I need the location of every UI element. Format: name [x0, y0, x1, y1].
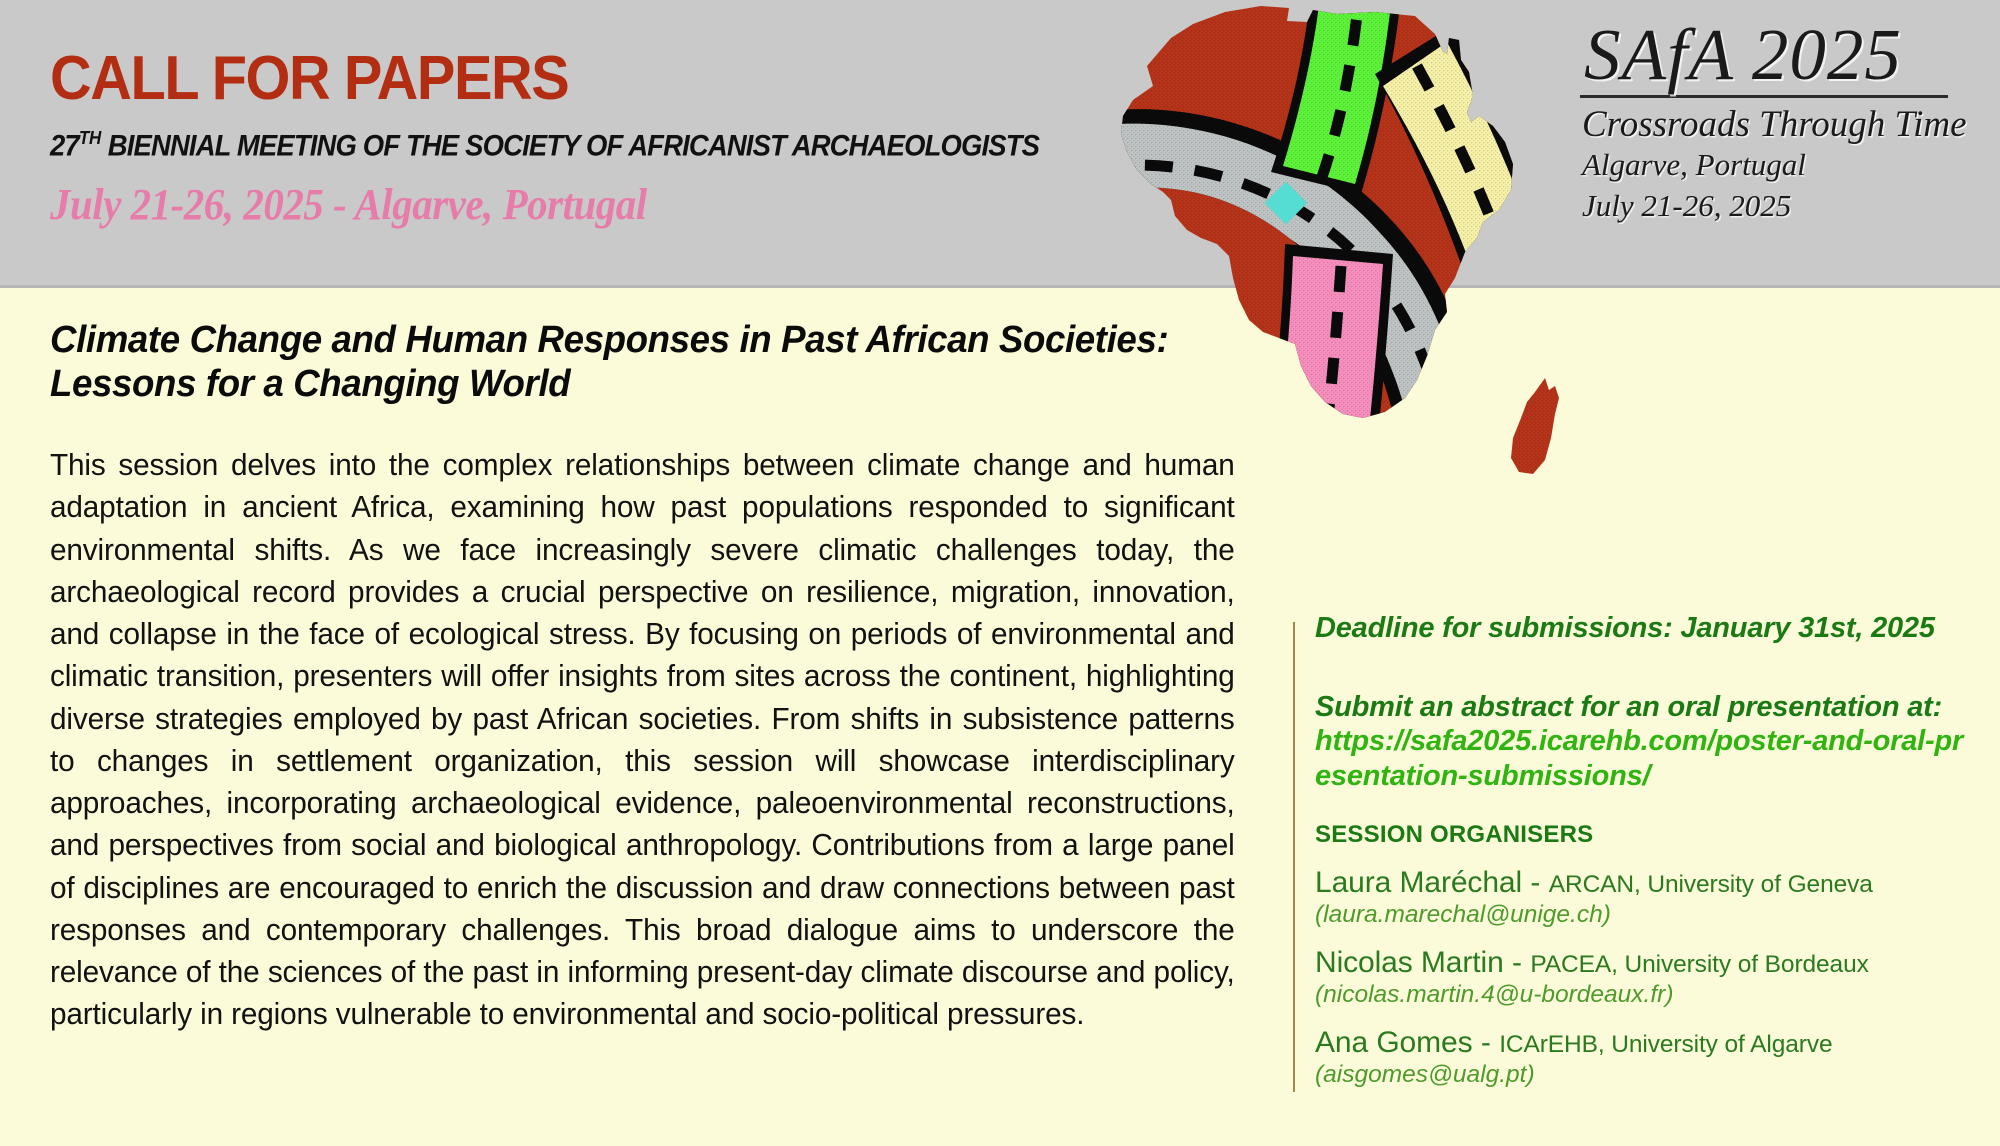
- organiser-entry: Laura Maréchal - ARCAN, University of Ge…: [1315, 866, 1965, 929]
- submission-info-column: Deadline for submissions: January 31st, …: [1315, 612, 1965, 1089]
- header-text-block: CALL FOR PAPERS 27TH BIENNIAL MEETING OF…: [50, 48, 1120, 230]
- organiser-dash: -: [1472, 1025, 1500, 1059]
- logo-location: Algarve, Portugal: [1582, 147, 1806, 183]
- map-madagascar: [1511, 378, 1559, 474]
- organiser-affiliation: PACEA, University of Bordeaux: [1530, 950, 1869, 978]
- organiser-affiliation: ICArEHB, University of Algarve: [1499, 1030, 1833, 1058]
- session-title: Climate Change and Human Responses in Pa…: [50, 319, 1169, 406]
- organiser-affiliation: ARCAN, University of Geneva: [1548, 870, 1873, 898]
- organiser-dash: -: [1503, 945, 1531, 979]
- page-title: CALL FOR PAPERS: [50, 44, 570, 113]
- logo-divider-rule: [1580, 95, 1948, 98]
- submission-url-link[interactable]: https://safa2025.icarehb.com/poster-and-…: [1315, 725, 1964, 793]
- organiser-dash: -: [1522, 865, 1549, 899]
- meeting-ordinal-suffix: TH: [78, 127, 101, 148]
- organiser-name: Laura Maréchal: [1315, 865, 1523, 899]
- organiser-name: Ana Gomes: [1315, 1025, 1473, 1059]
- main-content-column: Climate Change and Human Responses in Pa…: [50, 318, 1265, 1035]
- meeting-subtitle: 27TH BIENNIAL MEETING OF THE SOCIETY OF …: [50, 127, 1045, 163]
- logo-wordmark: SAfA 2025: [1584, 14, 1902, 95]
- meeting-subtitle-rest: BIENNIAL MEETING OF THE SOCIETY OF AFRIC…: [100, 129, 1040, 163]
- organiser-entry: Ana Gomes - ICArEHB, University of Algar…: [1315, 1026, 1965, 1089]
- organiser-entry: Nicolas Martin - PACEA, University of Bo…: [1315, 946, 1965, 1009]
- safa-logo: SAfA 2025 Crossroads Through Time Algarv…: [1576, 14, 1967, 226]
- organiser-email[interactable]: (nicolas.martin.4@u-bordeaux.fr): [1315, 980, 1674, 1008]
- meeting-ordinal: 27: [50, 129, 80, 163]
- map-continent-shape: [1121, 6, 1559, 474]
- header-banner: CALL FOR PAPERS 27TH BIENNIAL MEETING OF…: [0, 0, 2000, 288]
- logo-tagline: Crossroads Through Time: [1582, 104, 1967, 145]
- organiser-email[interactable]: (laura.marechal@unige.ch): [1315, 900, 1611, 928]
- map-junction-marker: [1264, 181, 1308, 225]
- submit-abstract-heading: Submit an abstract for an oral presentat…: [1315, 691, 1943, 723]
- column-divider: [1293, 622, 1295, 1092]
- session-organisers-heading: SESSION ORGANISERS: [1315, 820, 1594, 848]
- session-abstract: This session delves into the complex rel…: [50, 448, 1235, 1032]
- organiser-email[interactable]: (aisgomes@ualg.pt): [1315, 1060, 1535, 1088]
- organiser-name: Nicolas Martin: [1315, 945, 1504, 979]
- logo-dates: July 21-26, 2025: [1582, 187, 1792, 223]
- event-date-location: July 21-26, 2025 - Algarve, Portugal: [50, 180, 647, 230]
- submission-deadline: Deadline for submissions: January 31st, …: [1315, 612, 1935, 644]
- africa-crossroads-map-graphic: [1075, 0, 1595, 584]
